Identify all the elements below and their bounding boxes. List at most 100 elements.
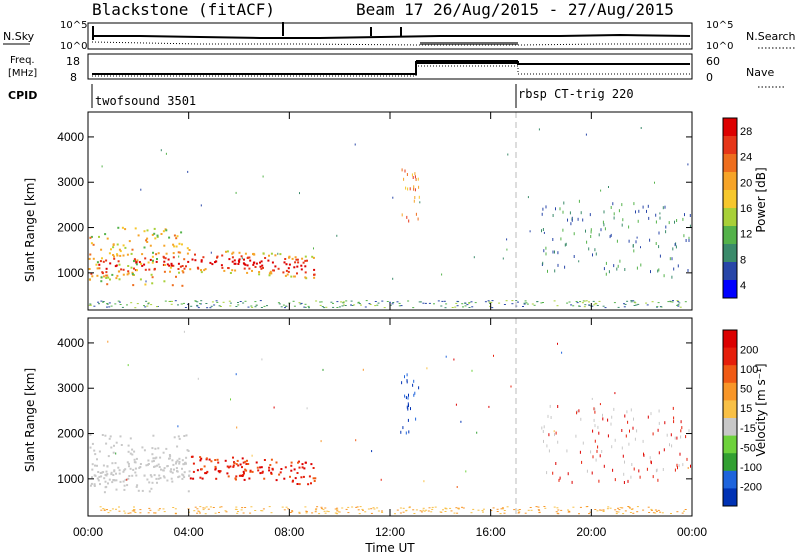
velocity-cell-279: [111, 462, 114, 465]
velocity-cell-659: [688, 429, 690, 433]
velocity-cell-277: [168, 457, 170, 460]
velocity-cell-501: [529, 507, 532, 508]
velocity-cell-606: [237, 511, 239, 512]
power-cell-645: [562, 210, 564, 214]
power-cell-76: [141, 264, 144, 267]
power-cell-240: [151, 233, 154, 236]
power-cell-42: [122, 273, 125, 276]
velocity-cell-252: [113, 479, 115, 482]
power-cell-271: [95, 263, 98, 266]
velocity-cell-641: [636, 429, 638, 433]
velocity-cell-677: [623, 472, 625, 476]
velocity-cell-577: [99, 506, 102, 508]
velocity-cell-10: [152, 460, 155, 462]
power-cell-52: [227, 267, 230, 270]
velocity-cell-215: [162, 469, 165, 472]
velocity-cell-152: [268, 469, 271, 472]
velocity-cell-583: [538, 512, 541, 514]
velocity-cell-265: [145, 464, 148, 467]
power-cell-465: [319, 301, 322, 303]
power-cell-274: [183, 258, 186, 261]
power-cell-493: [632, 300, 635, 302]
velocity-cell-278: [101, 434, 104, 436]
velocity-cell-308: [173, 436, 176, 439]
velocity-cell-56: [199, 476, 202, 479]
velocity-cell-467: [236, 512, 239, 514]
velocity-cell-492: [648, 512, 651, 513]
power-cell-651: [636, 266, 638, 270]
power-cell-157: [178, 271, 180, 274]
velocity-cell-468: [444, 507, 447, 509]
velocity-cell-630: [405, 431, 407, 435]
power-cell-428: [656, 306, 659, 308]
velocity-cell-375: [413, 513, 416, 514]
power-cell-480: [396, 301, 399, 303]
power-cell-231: [108, 252, 111, 255]
velocity-cell-255: [151, 453, 154, 456]
velocity-cell-230: [177, 435, 180, 438]
power-cell-779: [636, 236, 638, 239]
velocity-cell-725: [575, 434, 577, 438]
velocity-cell-444: [599, 509, 601, 511]
velocity-cell-625: [407, 396, 409, 400]
velocity-cell-102: [205, 472, 208, 475]
power-cell-61: [130, 252, 133, 255]
velocity-cell-121: [312, 477, 315, 480]
power-cell-519: [672, 300, 674, 302]
velocity-cell-791: [591, 397, 593, 400]
velocity-cell-679: [555, 431, 557, 435]
power-cell-243: [135, 263, 138, 266]
velocity-cell-220: [131, 474, 134, 477]
velocity-ytick-label-2: 3000: [57, 381, 84, 395]
power-cell-751: [590, 230, 592, 234]
power-cell-620: [411, 173, 413, 177]
velocity-cell-568: [394, 513, 396, 515]
velocity-cell-342: [291, 511, 294, 513]
velocity-cell-151: [247, 463, 250, 465]
power-cell-417: [343, 304, 345, 306]
power-cell-537: [277, 302, 280, 304]
power-cell-304: [156, 258, 158, 260]
power-cell-796: [506, 238, 508, 241]
velocity-ylabel: Slant Range [km]: [23, 368, 37, 472]
velocity-cell-208: [178, 457, 181, 460]
velocity-cell-471: [261, 510, 264, 512]
velocity-cell-160: [246, 459, 248, 462]
power-cell-136: [279, 253, 282, 256]
power-cell-676: [605, 261, 607, 265]
velocity-cell-382: [240, 509, 243, 511]
velocity-cell-50: [100, 471, 103, 474]
power-cell-626: [414, 196, 416, 199]
velocity-cell-378: [370, 512, 373, 514]
velocity-cell-745: [673, 420, 675, 424]
power-cell-273: [131, 248, 134, 251]
velocity-cell-189: [107, 482, 109, 485]
xtick-label-4: 16:00: [476, 525, 506, 539]
nsky-spike-4: [400, 27, 402, 36]
power-cell-576: [630, 301, 633, 303]
power-cell-667: [616, 239, 618, 243]
power-cell-111: [313, 268, 316, 271]
velocity-cell-419: [617, 507, 619, 509]
velocity-cell-169: [153, 465, 155, 468]
power-cell-577: [526, 303, 529, 305]
velocity-cell-209: [278, 473, 281, 476]
power-cell-37: [220, 264, 223, 267]
power-cell-598: [578, 305, 580, 307]
power-cell-723: [603, 210, 605, 214]
power-cell-189: [304, 271, 307, 274]
power-cell-277: [90, 235, 93, 238]
power-cell-254: [178, 242, 181, 245]
power-cell-295: [105, 274, 108, 277]
power-cell-241: [127, 265, 130, 267]
velocity-cell-460: [445, 508, 448, 510]
power-cell-138: [304, 255, 307, 258]
velocity-cell-756: [548, 449, 550, 453]
velocity-ytick-label-3: 4000: [57, 336, 84, 350]
power-cell-294: [143, 246, 146, 249]
velocity-cell-397: [291, 510, 294, 512]
power-cell-54: [243, 267, 246, 270]
velocity-cell-526: [345, 508, 348, 510]
power-cell-333: [623, 303, 625, 305]
velocity-cell-250: [181, 467, 183, 470]
